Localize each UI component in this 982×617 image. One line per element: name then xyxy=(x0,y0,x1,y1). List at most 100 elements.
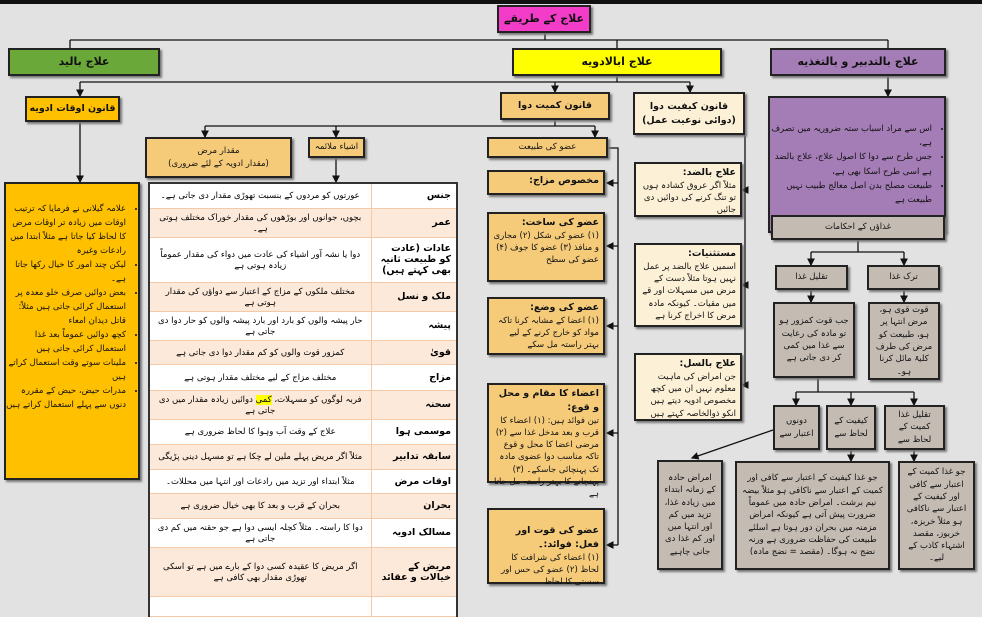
table-row: عمر بچوں، جوانوں اور بوڑھوں کی مقدار خورا… xyxy=(149,208,457,238)
miqdar-sub: (مقدار ادویہ کے لئے ضروری) xyxy=(168,158,269,169)
awqat-item: مدرات حیض، حیض کے مقررہ دنوں سے پہلے است… xyxy=(6,384,126,412)
organ-heading: عضو کی ساخت: xyxy=(521,217,599,228)
kamiyat-title: قانون کمیت دوا xyxy=(500,92,610,120)
row-key: ملک و نسل xyxy=(370,282,457,312)
table-row: سحنہ فربہ لوگوں کو مسہلات، کمی دوائیں زیا… xyxy=(149,390,457,420)
ghiza-ahkamat-box: غذاؤں کے احکامات xyxy=(771,215,945,240)
kamiyat-desc-box: جو غذا کمیت کے اعتبار سے کافی اور کیفیت … xyxy=(898,461,975,570)
table-row: ملک و نسل مختلف ملکوں کے مزاج کے اعتبار س… xyxy=(149,282,457,312)
connector-lines xyxy=(69,33,918,549)
row-value: علاج کے وقت آب وہوا کا لحاظ ضروری ہے xyxy=(149,419,371,445)
table-row: مسالک ادویہ دوا کا راستہ۔ مثلاً کچلہ ایسی… xyxy=(149,518,457,548)
ilaj-bil-zid-box: علاج بالضد: مثلاً اگر عروق کشادہ ہوں تو ت… xyxy=(634,162,742,217)
line-root xyxy=(69,33,889,48)
row-value-part: فربہ لوگوں کو مسہلات، xyxy=(271,394,362,405)
branch-ilaj-bil-yad: علاج بالید xyxy=(8,48,160,76)
organ-heading: اعضاء کا مقام و محل و قوع: xyxy=(498,388,599,413)
donon-itibar-box: دونوں اعتبار سے xyxy=(773,405,820,450)
row-value: عورتوں کو مردوں کے بنسبت تھوڑی مقدار دی … xyxy=(149,183,371,209)
awqat-item: بعض دوائیں صرف خلو معدہ پر استعمال کرائی… xyxy=(6,286,126,328)
organ-text: (۱) اعضا کے مشابہ کرنا تاکہ مواد کو خارج… xyxy=(498,315,599,351)
kaifiyat-text: اسمیں علاج بالضد پر عمل نہیں ہوتا مثلاً … xyxy=(642,261,736,322)
row-value: دوا کا راستہ۔ مثلاً کچلہ ایسی دوا ہے جو … xyxy=(149,518,371,548)
ashya-mulaima-table: جنس عورتوں کو مردوں کے بنسبت تھوڑی مقدار … xyxy=(148,182,458,617)
kaifiyat-heading: مستثنیات: xyxy=(688,248,736,259)
row-value: دوا یا نشہ آور اشیاء کی عادت میں دواء کی… xyxy=(149,237,371,283)
organ-box-mizaj: مخصوص مزاج: xyxy=(487,170,605,195)
taqleel-ghiza-box: تقلیل غذا xyxy=(775,265,848,290)
organ-box-sakht: عضو کی ساخت: (۱) عضو کی شکل (۲) مجاری و م… xyxy=(487,212,605,282)
root-title: علاج کے طریقے xyxy=(497,5,591,33)
table-row: عادات (عادت کو طبیعت ثانیہ بھی کہتے ہیں)… xyxy=(149,237,457,283)
branch-ilaj-bil-adwiya: علاج ابالادویه xyxy=(512,48,722,76)
table-row: سابقہ تدابیر مثلاً اگر مریض پہلے ملین لے … xyxy=(149,444,457,470)
row-value: بچوں، جوانوں اور بوڑھوں کی مقدار خوراک م… xyxy=(149,208,371,238)
row-value: مختلف مزاج کے لیے مختلف مقدار ہوتی ہے xyxy=(149,364,371,391)
organ-text: (۱) عضو کی شکل (۲) مجاری و منافذ (۳) عضو… xyxy=(493,230,599,266)
highlighted-word: کمی xyxy=(255,394,272,405)
ilaj-bil-sil-box: علاج بالسل: جن امراض کی ماہیت معلوم نہیں … xyxy=(634,353,742,421)
awqat-item: ملینات سوتے وقت استعمال کراتے ہیں xyxy=(6,356,126,384)
row-value: مختلف ملکوں کے مزاج کے اعتبار سے دواؤں ک… xyxy=(149,282,371,312)
kaifiyat-heading: علاج بالضد: xyxy=(682,167,736,178)
row-key: پیشہ xyxy=(370,311,457,341)
row-key: موسمی ہوا xyxy=(370,419,457,445)
miqdar-label: مقدار مرض xyxy=(197,146,240,157)
row-key: اوقات مرض xyxy=(370,469,457,494)
mustasniyat-box: مستثنیات: اسمیں علاج بالضد پر عمل نہیں ہو… xyxy=(634,243,742,327)
row-value: فربہ لوگوں کو مسہلات، کمی دوائیں زیادہ م… xyxy=(149,390,371,420)
row-key: بحران xyxy=(370,493,457,519)
kaifiyat-heading: علاج بالسل: xyxy=(679,358,736,369)
row-value: مثلاً ابتداء اور تزید میں رادعات اور انت… xyxy=(149,469,371,494)
table-row: مزاج مختلف مزاج کے لیے مختلف مقدار ہوتی ہ… xyxy=(149,364,457,391)
row-key: مزاج xyxy=(370,364,457,391)
tark-ghiza-box: ترک غذا xyxy=(867,265,940,290)
donon-desc-box: امراض حادہ کے زمانہ ابتداء میں زیادہ غذا… xyxy=(657,460,723,570)
row-key: جنس xyxy=(370,183,457,209)
branch-ilaj-bil-tadbeer: علاج بالتدبیر و بالتغذیه xyxy=(770,48,946,76)
table-row: موسمی ہوا علاج کے وقت آب وہوا کا لحاظ ضرو… xyxy=(149,419,457,445)
table-row: پیشہ حار پیشہ والوں کو بارد اور بارد پیشہ… xyxy=(149,311,457,341)
row-key: عادات (عادت کو طبیعت ثانیہ بھی کہتے ہیں) xyxy=(370,237,457,283)
row-key: قویٰ xyxy=(370,340,457,365)
row-value: بحران کے قرب و بعد کا بھی خیال ضروری ہے xyxy=(149,493,371,519)
row-key: عمر xyxy=(370,208,457,238)
kaifiyat-desc-box: جو غذا کیفیت کے اعتبار سے کافی اور کمیت … xyxy=(735,461,890,570)
table-row: قویٰ کمزور قوت والوں کو کم مقدار دوا دی ج… xyxy=(149,340,457,365)
row-value: اگر مریض کا عقیدہ کسی دوا کے بارے میں ہے… xyxy=(149,547,371,597)
awqat-list-box: علامہ گیلانی نے فرمایا کہ ترتیب اوقات می… xyxy=(4,182,140,480)
kaifiyat-lihaz-box: کیفیت کے لحاظ سے xyxy=(826,405,876,450)
tadbeer-list-box: اس سے مراد اسباب ستہ ضروریہ میں تصرف ہے،… xyxy=(768,96,946,233)
table-row: بحران بحران کے قرب و بعد کا بھی خیال ضرور… xyxy=(149,493,457,519)
row-key: مسالک ادویہ xyxy=(370,518,457,548)
row-value-part: دوائیں زیادہ مقدار میں دی جاتی ہے xyxy=(158,394,276,416)
organ-text: (۱) اعضاء کی شرافت کا لحاظ (۲) عضو کی حس… xyxy=(501,552,599,588)
table-row: جنس عورتوں کو مردوں کے بنسبت تھوڑی مقدار … xyxy=(149,183,457,209)
tadbeer-item: اس سے مراد اسباب ستہ ضروریہ میں تصرف ہے، xyxy=(770,122,932,150)
miqdar-marz-box: مقدار مرض (مقدار ادویہ کے لئے ضروری) xyxy=(145,137,292,178)
row-value: مثلاً اگر مریض پہلے ملین لے چکا ہے تو مس… xyxy=(149,444,371,470)
line-adwiya xyxy=(80,76,690,83)
taqleel-desc-box: جب قوت کمزور ہو تو مادہ کی رعایت سے غذا … xyxy=(773,302,855,378)
awqat-item: لیکن چند امور کا خیال رکھا جاتا ہے۔ xyxy=(6,258,126,286)
kamiyat-lihaz-box: تقلیل غذا کمیت کے لحاظ سے xyxy=(884,405,945,450)
awqat-item: علامہ گیلانی نے فرمایا کہ ترتیب اوقات می… xyxy=(6,202,126,258)
kaifiyat-text: جن امراض کی ماہیت معلوم نہیں ان میں کچھ … xyxy=(650,371,736,419)
organ-box-waza: عضو کی وضع: (۱) اعضا کے مشابہ کرنا تاکہ م… xyxy=(487,297,605,355)
table-row: اوقات مرض مثلاً ابتداء اور تزید میں رادعا… xyxy=(149,469,457,494)
tadbeer-item: جس طرح سے دوا کا اصول علاج، علاج بالضد ہ… xyxy=(770,150,932,178)
row-key: مریض کے خیالات و عقائد xyxy=(370,547,457,597)
row-key: سابقہ تدابیر xyxy=(370,444,457,470)
tark-desc-box: قوت قوی ہو، مرض انتہا پر ہو، طبیعت کو مر… xyxy=(868,302,940,380)
awqat-title: قانون اوقات ادویه xyxy=(25,96,120,122)
kaifiyat-text: مثلاً اگر عروق کشادہ ہوں تو تنگ کرنے کی … xyxy=(642,180,736,216)
organ-box-quwwat: عضو کی قوت اور فعل: فوائد:۔ (۱) اعضاء کی … xyxy=(487,508,605,587)
organ-box-maqam: اعضاء کا مقام و محل و قوع: تین فوائد ہیں:… xyxy=(487,383,605,499)
kaifiyat-title: قانون کیفیت دوا (دوائی نوعیت عمل) xyxy=(633,92,745,135)
row-value: حار پیشہ والوں کو بارد اور بارد پیشہ وال… xyxy=(149,311,371,341)
row-key: سحنہ xyxy=(370,390,457,420)
ashya-mulaima-box: اشیاء ملائمہ xyxy=(308,137,365,158)
organ-heading: مخصوص مزاج: xyxy=(529,175,599,186)
table-row: مریض کے خیالات و عقائد اگر مریض کا عقیدہ … xyxy=(149,547,457,597)
organ-text: تین فوائد ہیں: (۱) اعضاء کا قرب و بعد مد… xyxy=(493,415,599,500)
